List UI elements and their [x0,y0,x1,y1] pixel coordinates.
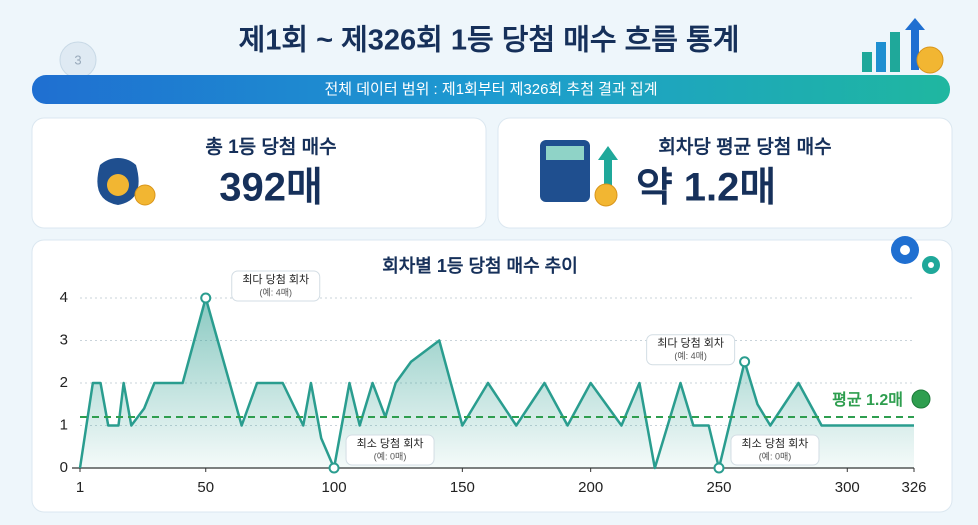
chart-title: 회차별 1등 당첨 매수 추이 [382,256,578,276]
x-tick-label: 300 [835,479,860,496]
annotation-label: 최다 당첨 회차 [657,337,724,350]
card-label: 총 1등 당첨 매수 [205,136,336,158]
card-value: 약 1.2매 [636,166,776,210]
annotation-marker [739,356,751,368]
annotation-box [646,334,736,366]
average-label: 평균 1.2매 [832,391,903,409]
y-tick-label: 0 [60,459,68,476]
x-tick-label: 100 [322,479,347,496]
x-tick-label: 250 [706,479,731,496]
y-tick-label: 2 [60,374,68,391]
deco-ball-text: 3 [74,52,81,67]
y-tick-label: 1 [60,416,68,433]
annotation-box [730,434,820,466]
annotation-marker [713,462,725,474]
x-tick-label: 150 [450,479,475,496]
x-tick-label: 326 [901,479,926,496]
subtitle-banner [32,75,950,104]
annotation: 최다 당첨 회차(예: 4매) [646,334,736,366]
annotation-label: 최소 당첨 회차 [357,437,424,450]
annotation-note: (예: 0매) [374,451,407,461]
annotation-marker [328,462,340,474]
annotation-box [231,270,321,302]
line [78,296,914,470]
title: 제1회 ~ 제326회 1등 당첨 매수 흐름 통계 [239,24,740,57]
card-label: 회차당 평균 당첨 매수 [658,136,831,158]
annotation-label: 최다 당첨 회차 [242,273,309,286]
calculator-icon [540,140,618,207]
medal-icon [911,389,931,409]
annotation-label: 최소 당첨 회차 [742,437,809,450]
annotation: 최소 당첨 회차(예: 0매) [730,434,820,466]
annotation-box [345,434,435,466]
annotation: 최소 당첨 회차(예: 0매) [345,434,435,466]
x-tick-label: 1 [76,479,84,496]
subtitle: 전체 데이터 범위 : 제1회부터 제326회 추첨 결과 집계 [324,81,657,98]
money-bag-icon [97,158,156,206]
annotation: 최다 당첨 회차(예: 4매) [231,270,321,302]
gear-icon [891,236,940,274]
annotation-note: (예: 0매) [759,451,792,461]
x-tick-label: 50 [197,479,214,496]
annotation-marker [200,292,212,304]
card-value: 392매 [219,166,323,210]
y-tick-label: 3 [60,331,68,348]
growth-icon [862,18,944,74]
annotation-note: (예: 4매) [259,287,292,297]
y-tick-label: 4 [60,289,68,306]
annotation-note: (예: 4매) [674,351,707,361]
chart-panel [31,239,953,513]
x-tick-label: 200 [578,479,603,496]
